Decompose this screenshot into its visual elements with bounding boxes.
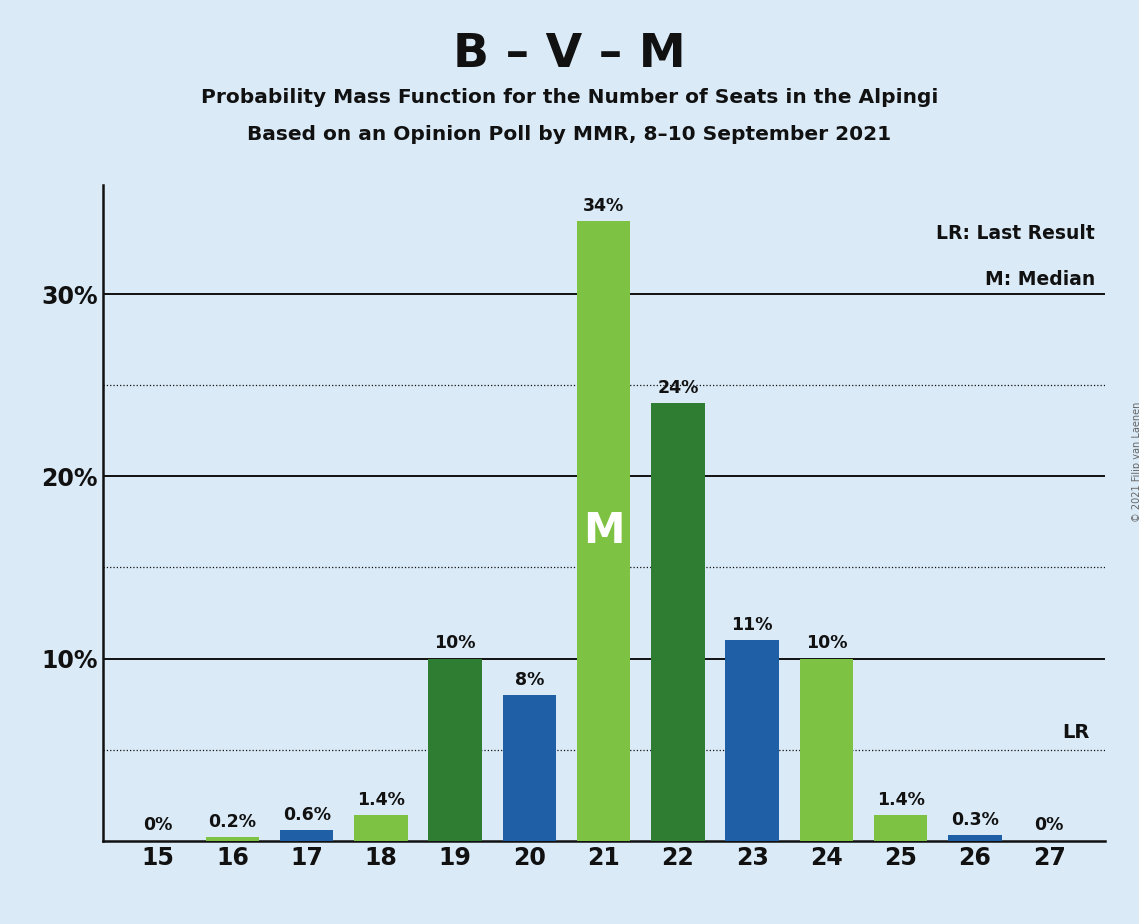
Bar bbox=[206, 837, 260, 841]
Text: Probability Mass Function for the Number of Seats in the Alpingi: Probability Mass Function for the Number… bbox=[200, 88, 939, 107]
Text: 10%: 10% bbox=[805, 634, 847, 652]
Text: B – V – M: B – V – M bbox=[453, 32, 686, 78]
Text: 0.3%: 0.3% bbox=[951, 811, 999, 829]
Text: 1.4%: 1.4% bbox=[357, 791, 404, 808]
Bar bbox=[652, 404, 705, 841]
Bar bbox=[800, 659, 853, 841]
Text: 8%: 8% bbox=[515, 671, 544, 688]
Text: M: Median: M: Median bbox=[984, 270, 1095, 289]
Text: 11%: 11% bbox=[731, 616, 773, 634]
Text: 1.4%: 1.4% bbox=[877, 791, 925, 808]
Bar bbox=[280, 830, 334, 841]
Bar bbox=[726, 640, 779, 841]
Text: LR: LR bbox=[1063, 723, 1090, 743]
Text: LR: Last Result: LR: Last Result bbox=[936, 225, 1095, 243]
Bar bbox=[354, 815, 408, 841]
Text: 0.6%: 0.6% bbox=[282, 806, 330, 823]
Text: Based on an Opinion Poll by MMR, 8–10 September 2021: Based on an Opinion Poll by MMR, 8–10 Se… bbox=[247, 125, 892, 144]
Bar bbox=[502, 695, 556, 841]
Bar bbox=[428, 659, 482, 841]
Text: 34%: 34% bbox=[583, 197, 624, 215]
Bar bbox=[577, 221, 630, 841]
Text: 0%: 0% bbox=[1034, 817, 1064, 834]
Text: 0%: 0% bbox=[144, 817, 173, 834]
Text: © 2021 Filip van Laenen: © 2021 Filip van Laenen bbox=[1132, 402, 1139, 522]
Text: 10%: 10% bbox=[434, 634, 476, 652]
Bar bbox=[874, 815, 927, 841]
Text: M: M bbox=[583, 510, 624, 552]
Text: 0.2%: 0.2% bbox=[208, 813, 256, 831]
Text: 24%: 24% bbox=[657, 379, 698, 397]
Bar bbox=[948, 835, 1001, 841]
